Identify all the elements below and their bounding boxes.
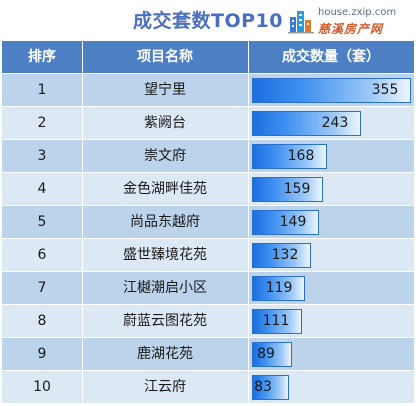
rank-cell: 6 <box>37 247 47 263</box>
column-separator <box>82 107 83 139</box>
table-body: 1 望宁里 355 2 紫阙台 243 3 崇文府 168 4 金色湖畔佳苑 159 5 尚品东越府 149… <box>2 73 414 403</box>
header-separator <box>248 41 249 73</box>
column-separator <box>82 140 83 172</box>
table-row: 10 江云府 83 <box>2 370 414 403</box>
project-name-cell: 江云府 <box>144 379 186 395</box>
value-bar <box>252 276 305 301</box>
header-rank: 排序 <box>28 49 56 65</box>
value-bar <box>252 177 323 202</box>
header-value: 成交数量（套） <box>282 49 380 65</box>
ranking-table: 排序 项目名称 成交数量（套） 1 望宁里 355 2 紫阙台 243 3 崇文府 168 4 金色… <box>2 40 414 403</box>
project-name-cell: 望宁里 <box>144 82 186 98</box>
table-row: 3 崇文府 168 <box>2 139 414 172</box>
table-header: 排序 项目名称 成交数量（套） <box>2 40 414 73</box>
column-separator <box>82 338 83 370</box>
column-separator <box>82 371 83 403</box>
value-label: 89 <box>257 346 275 362</box>
project-name-cell: 江樾潮启小区 <box>123 280 207 296</box>
value-label: 132 <box>271 247 299 263</box>
rank-cell: 3 <box>37 148 47 164</box>
logo-name: 慈溪房产网 <box>318 22 384 36</box>
project-name-cell: 盛世臻境花苑 <box>123 247 207 263</box>
value-bar <box>252 78 411 103</box>
project-name-cell: 鹿湖花苑 <box>137 346 193 362</box>
rank-cell: 2 <box>37 115 47 131</box>
project-name-cell: 尚品东越府 <box>130 214 200 230</box>
column-separator <box>82 74 83 106</box>
value-bar <box>252 111 361 136</box>
project-name-cell: 金色湖畔佳苑 <box>123 181 207 197</box>
column-separator <box>248 140 249 172</box>
value-label: 355 <box>371 82 399 98</box>
value-bar <box>252 375 289 400</box>
value-label: 83 <box>254 379 272 395</box>
header-name: 项目名称 <box>137 49 193 65</box>
value-label: 159 <box>283 181 311 197</box>
table-row: 5 尚品东越府 149 <box>2 205 414 238</box>
value-label: 243 <box>321 115 349 131</box>
table-row: 6 盛世臻境花苑 132 <box>2 238 414 271</box>
column-separator <box>82 239 83 271</box>
value-label: 111 <box>262 313 290 329</box>
column-separator <box>248 305 249 337</box>
rank-cell: 5 <box>37 214 47 230</box>
column-separator <box>248 239 249 271</box>
rank-cell: 1 <box>37 82 47 98</box>
chart-title: 成交套数TOP10 <box>133 10 283 32</box>
site-logo[interactable]: house.zxip.com 慈溪房产网 <box>288 6 412 36</box>
building-logo-icon <box>288 11 314 34</box>
column-separator <box>82 173 83 205</box>
table-row: 8 蔚蓝云图花苑 111 <box>2 304 414 337</box>
value-label: 119 <box>265 280 293 296</box>
column-separator <box>248 338 249 370</box>
column-separator <box>248 74 249 106</box>
column-separator <box>248 206 249 238</box>
value-bar <box>252 144 327 169</box>
value-bar <box>252 243 311 268</box>
column-separator <box>82 305 83 337</box>
column-separator <box>82 272 83 304</box>
value-label: 149 <box>279 214 307 230</box>
value-bar <box>252 342 292 367</box>
table-row: 4 金色湖畔佳苑 159 <box>2 172 414 205</box>
table-row: 1 望宁里 355 <box>2 73 414 106</box>
column-separator <box>248 272 249 304</box>
table-row: 2 紫阙台 243 <box>2 106 414 139</box>
value-bar <box>252 309 302 334</box>
project-name-cell: 崇文府 <box>144 148 186 164</box>
project-name-cell: 蔚蓝云图花苑 <box>123 313 207 329</box>
rank-cell: 10 <box>33 379 51 395</box>
value-label: 168 <box>287 148 315 164</box>
rank-cell: 8 <box>37 313 47 329</box>
column-separator <box>82 206 83 238</box>
column-separator <box>248 107 249 139</box>
table-row: 7 江樾潮启小区 119 <box>2 271 414 304</box>
column-separator <box>248 173 249 205</box>
value-bar <box>252 210 319 235</box>
rank-cell: 9 <box>37 346 47 362</box>
header-separator <box>82 41 83 73</box>
project-name-cell: 紫阙台 <box>144 115 186 131</box>
table-row: 9 鹿湖花苑 89 <box>2 337 414 370</box>
column-separator <box>248 371 249 403</box>
rank-cell: 7 <box>37 280 47 296</box>
title-bar: 成交套数TOP10 house.zxip.com 慈溪房产网 <box>0 0 416 40</box>
rank-cell: 4 <box>37 181 47 197</box>
logo-url: house.zxip.com <box>318 7 397 18</box>
